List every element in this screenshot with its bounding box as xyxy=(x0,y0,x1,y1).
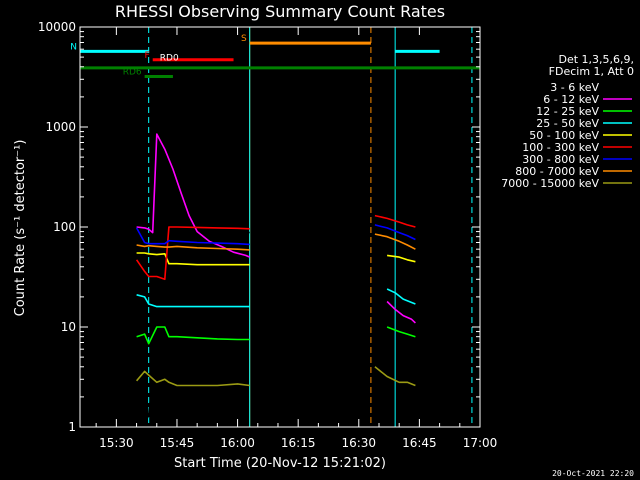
series-line-7 xyxy=(136,233,416,251)
x-tick-label-2: 16:00 xyxy=(220,436,255,450)
x-tick-label-3: 16:15 xyxy=(281,436,316,450)
axes-layer: 15:30 15:45 16:00 16:15 16:30 16:45 17:00 1 10 10… xyxy=(38,20,497,450)
legend-label-6: 300 - 800 keV xyxy=(522,153,599,166)
y-axis-label: Count Rate (s⁻¹ detector⁻¹) xyxy=(13,140,28,317)
x-tick-label-6: 17:00 xyxy=(463,436,498,450)
series-line-6 xyxy=(135,224,416,246)
x-tick-label-5: 16:45 xyxy=(402,436,437,450)
series-line-0 xyxy=(136,124,417,428)
legend-label-3: 25 - 50 keV xyxy=(536,117,599,130)
legend-label-0: 3 - 6 keV xyxy=(550,81,599,94)
series-line-4 xyxy=(136,252,416,266)
y-tick-label-0: 1 xyxy=(68,420,76,434)
interval-label-0: N xyxy=(70,42,77,52)
legend: Det 1,3,5,6,9,FDecim 1, Att 0 3 - 6 keV6 … xyxy=(501,53,634,190)
y-tick-label-1: 10 xyxy=(61,320,76,334)
chart-title: RHESSI Observing Summary Count Rates xyxy=(115,2,445,21)
x-tick-label-4: 16:30 xyxy=(341,436,376,450)
legend-label-5: 100 - 300 keV xyxy=(522,141,599,154)
series-line-1 xyxy=(136,133,416,324)
plot-layer: N F S RD0 RD6 xyxy=(70,27,480,428)
legend-header-1: FDecim 1, Att 0 xyxy=(549,65,634,78)
legend-label-8: 7000 - 15000 keV xyxy=(501,177,599,190)
legend-header-0: Det 1,3,5,6,9, xyxy=(558,53,634,66)
series-line-5 xyxy=(135,214,416,281)
y-tick-label-3: 1000 xyxy=(45,120,76,134)
timestamp: 20-Oct-2021 22:20 xyxy=(552,469,634,478)
interval-label-2: F xyxy=(145,51,150,61)
interval-label-6: RD6 xyxy=(123,67,142,77)
series-line-3 xyxy=(136,288,416,308)
series-line-2 xyxy=(136,326,416,345)
series-line-8 xyxy=(135,366,416,387)
interval-label-3: S xyxy=(241,34,247,44)
y-tick-label-4: 10000 xyxy=(38,20,76,34)
legend-label-7: 800 - 7000 keV xyxy=(515,165,599,178)
legend-label-1: 6 - 12 keV xyxy=(543,93,599,106)
legend-label-2: 12 - 25 keV xyxy=(536,105,599,118)
x-axis-label: Start Time (20-Nov-12 15:21:02) xyxy=(174,456,386,471)
interval-label-4: RD0 xyxy=(160,54,179,64)
y-tick-label-2: 100 xyxy=(53,220,76,234)
legend-label-4: 50 - 100 keV xyxy=(529,129,599,142)
x-tick-label-1: 15:45 xyxy=(160,436,195,450)
x-tick-label-0: 15:30 xyxy=(99,436,134,450)
